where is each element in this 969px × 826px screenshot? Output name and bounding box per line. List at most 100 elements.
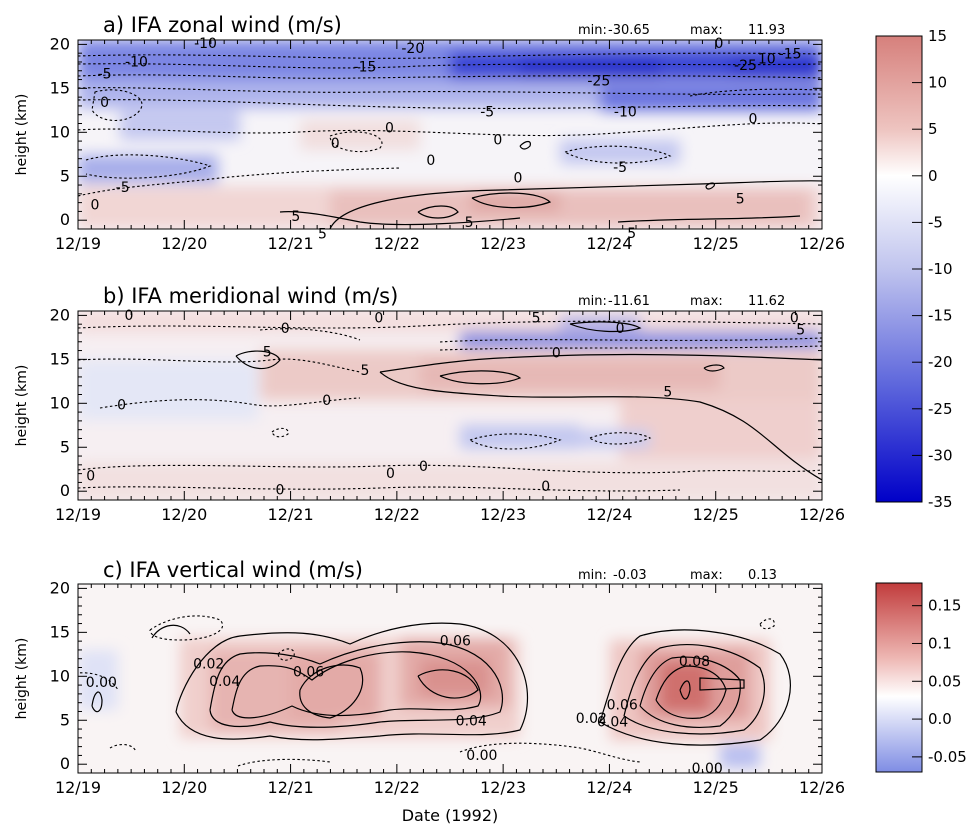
contour-label: 0 <box>117 397 126 413</box>
colorbar-tick-label: 0 <box>928 167 938 185</box>
contour-label: -5 <box>98 67 112 83</box>
panel-b-field <box>78 311 822 500</box>
svg-text:min:: min: <box>578 294 607 309</box>
x-tick-label: 12/23 <box>480 505 526 524</box>
colorbar-tick-label: -10 <box>928 260 953 278</box>
contour-label: -5 <box>116 180 130 196</box>
y-tick-label: 15 <box>50 349 70 368</box>
x-tick-label: 12/23 <box>480 234 526 253</box>
contour-label: -10 <box>614 104 637 120</box>
x-tick-label: 12/24 <box>586 778 632 797</box>
contour-label: 0 <box>275 483 284 499</box>
contour-label: 0 <box>322 393 331 409</box>
contour-label: 0.00 <box>86 675 117 691</box>
y-tick-label: 10 <box>50 393 70 412</box>
contour-label: 0 <box>374 310 383 326</box>
x-tick-label: 12/26 <box>799 778 845 797</box>
colorbar-tick-label: 10 <box>928 74 947 92</box>
x-tick-label: 12/19 <box>55 505 101 524</box>
panel-c-axes: 12/19 12/20 12/21 12/22 12/23 12/24 12/25 12/26… <box>14 578 845 797</box>
contour-label: 5 <box>318 227 327 243</box>
contour-label: 0 <box>714 36 723 52</box>
panel-b-title: b) IFA meridional wind (m/s) <box>103 284 398 308</box>
y-tick-label: 15 <box>50 78 70 97</box>
contour-label: 0.04 <box>456 714 487 730</box>
colorbar-tick-label: 0.1 <box>928 634 952 652</box>
contour-label: 5 <box>627 226 636 242</box>
colorbar-vertical-ticks: 0.15 0.1 0.05 0.0 -0.05 <box>912 597 967 766</box>
contour-label: 0.00 <box>692 761 723 777</box>
panel-a-min: -30.65 <box>608 23 650 38</box>
contour-label: 0 <box>419 459 428 475</box>
contour-label: 0.06 <box>607 698 638 714</box>
contour-label: 0 <box>552 346 561 362</box>
contour-label: -5 <box>613 160 627 176</box>
contour-label: 0 <box>616 321 625 337</box>
x-tick-label: 12/21 <box>268 505 314 524</box>
panel-b-axes: 12/19 12/20 12/21 12/22 12/23 12/24 12/25 12/26… <box>14 305 845 524</box>
y-tick-label: 0 <box>60 481 70 500</box>
colorbar-tick-label: -25 <box>928 400 953 418</box>
y-tick-label: 20 <box>50 34 70 53</box>
contour-label: 0 <box>281 321 290 337</box>
y-tick-label: 5 <box>60 437 70 456</box>
contour-label: 5 <box>736 192 745 208</box>
x-tick-label: 12/20 <box>161 234 207 253</box>
colorbar-tick-label: 15 <box>928 27 947 45</box>
contour-label: -25 <box>734 58 757 74</box>
y-tick-label: 10 <box>50 666 70 685</box>
x-tick-label: 12/22 <box>374 505 420 524</box>
contour-label: 0 <box>748 112 757 128</box>
contour-label: 0.06 <box>293 664 324 680</box>
colorbar-vertical-gradient <box>875 582 923 773</box>
contour-label: 10 <box>758 52 776 68</box>
contour-label: 0 <box>790 310 799 326</box>
panel-a-max: 11.93 <box>748 23 785 38</box>
svg-text:max:: max: <box>690 23 723 38</box>
x-tick-label: 12/24 <box>586 505 632 524</box>
y-axis-label: height (km) <box>14 365 30 447</box>
svg-text:min:: min: <box>578 23 607 38</box>
y-tick-label: 0 <box>60 210 70 229</box>
x-tick-label: 12/19 <box>55 778 101 797</box>
contour-label: 0.04 <box>597 714 628 730</box>
x-tick-label: 12/26 <box>799 505 845 524</box>
x-tick-label: 12/20 <box>161 505 207 524</box>
y-tick-label: 5 <box>60 710 70 729</box>
contour-label: 0 <box>91 198 100 214</box>
colorbar-tick-label: 0.15 <box>928 597 961 615</box>
contour-label: 0 <box>385 120 394 136</box>
x-tick-label: 12/19 <box>55 234 101 253</box>
contour-label: 0 <box>541 479 550 495</box>
colorbar-tick-label: 5 <box>928 120 938 138</box>
contour-label: 0 <box>100 95 109 111</box>
x-tick-label: 12/23 <box>480 778 526 797</box>
contour-label: -25 <box>587 74 610 90</box>
colorbar-tick-label: 0.05 <box>928 672 961 690</box>
colorbar-wind: 15 10 5 0 -5 -10 -15 -20 -25 -30 -35 <box>875 27 953 511</box>
panel-c-min: -0.03 <box>613 568 647 583</box>
contour-label: 0 <box>386 466 395 482</box>
contour-label: 0 <box>426 153 435 169</box>
contour-label: 0 <box>493 133 502 149</box>
panel-b-stats: min: -11.61 max: 11.62 <box>578 294 785 309</box>
contour-label: -15 <box>779 46 802 62</box>
contour-label: 0.08 <box>679 654 710 670</box>
x-tick-label: 12/20 <box>161 778 207 797</box>
svg-text:max:: max: <box>690 568 723 583</box>
colorbar-tick-label: -20 <box>928 353 953 371</box>
colorbar-vertical: 0.15 0.1 0.05 0.0 -0.05 <box>875 582 967 773</box>
contour-label: 5 <box>291 209 300 225</box>
svg-text:min:: min: <box>578 568 607 583</box>
panel-b-min: -11.61 <box>608 294 650 309</box>
y-tick-label: 20 <box>50 305 70 324</box>
y-tick-label: 5 <box>60 166 70 185</box>
contour-label: -5 <box>480 104 494 120</box>
contour-label: 5 <box>361 363 370 379</box>
contour-label: 0.06 <box>440 634 471 650</box>
